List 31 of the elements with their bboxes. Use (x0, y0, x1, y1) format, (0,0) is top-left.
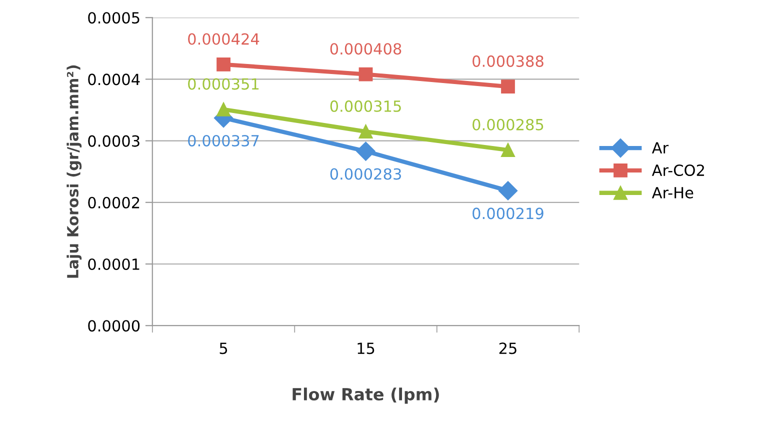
data-label: 0.000315 (330, 100, 401, 112)
x-axis-title: Flow Rate (lpm) (292, 388, 439, 404)
y-tick-label: 0.0004 (88, 74, 140, 86)
data-label: 0.000351 (188, 78, 259, 90)
y-tick-label: 0.0003 (88, 135, 140, 147)
y-tick-label: 0.0001 (88, 258, 140, 270)
x-tick-label: 25 (499, 342, 516, 354)
data-label: 0.000388 (472, 55, 544, 67)
y-tick-label: 0.0002 (88, 196, 140, 208)
legend-label: Ar-He (652, 187, 694, 198)
point (216, 102, 230, 116)
y-axis-title: Laju Korosi (gr/jam.mm²) (66, 65, 82, 278)
data-label: 0.000337 (188, 134, 259, 146)
data-label: 0.000408 (330, 43, 402, 55)
data-label: 0.000219 (472, 208, 544, 220)
y-tick-label: 0.0005 (88, 12, 140, 24)
x-tick-label: 15 (358, 342, 374, 354)
x-tick-label: 5 (220, 342, 228, 354)
point (498, 181, 518, 200)
point (501, 143, 515, 157)
legend-label: Ar-CO2 (652, 164, 704, 176)
y-tick-label: 0.0000 (88, 320, 140, 332)
point (358, 67, 373, 82)
data-label: 0.000285 (472, 118, 544, 130)
data-label: 0.000424 (188, 33, 260, 45)
point (501, 80, 515, 94)
point (358, 124, 373, 139)
point (216, 57, 230, 72)
data-label: 0.000283 (330, 168, 401, 180)
point (356, 142, 376, 161)
legend-label: Ar (652, 142, 669, 154)
